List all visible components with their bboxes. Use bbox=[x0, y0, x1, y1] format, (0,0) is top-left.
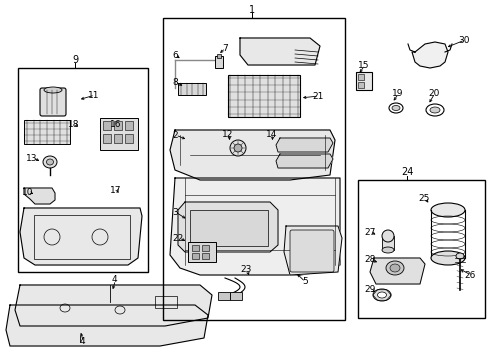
Ellipse shape bbox=[385, 261, 403, 275]
Bar bbox=[357, 82, 363, 88]
Ellipse shape bbox=[44, 87, 62, 93]
Ellipse shape bbox=[372, 289, 390, 301]
Text: 15: 15 bbox=[357, 60, 369, 69]
Text: 8: 8 bbox=[172, 77, 177, 86]
Ellipse shape bbox=[234, 144, 242, 152]
Text: 4: 4 bbox=[80, 338, 85, 346]
Text: 27: 27 bbox=[363, 228, 375, 237]
Text: 12: 12 bbox=[222, 130, 233, 139]
Text: 22: 22 bbox=[172, 234, 183, 243]
Text: 9: 9 bbox=[72, 55, 78, 65]
Bar bbox=[103, 121, 111, 130]
Bar bbox=[187, 242, 216, 262]
Text: 13: 13 bbox=[26, 153, 38, 162]
Polygon shape bbox=[369, 258, 424, 284]
Text: 3: 3 bbox=[172, 207, 177, 216]
Polygon shape bbox=[275, 138, 332, 152]
Bar bbox=[190, 210, 267, 246]
Ellipse shape bbox=[381, 247, 393, 253]
Bar bbox=[114, 134, 122, 143]
Ellipse shape bbox=[429, 107, 439, 113]
Bar bbox=[103, 134, 111, 143]
Text: 10: 10 bbox=[22, 188, 34, 197]
Text: 30: 30 bbox=[457, 36, 468, 45]
Text: 23: 23 bbox=[240, 266, 251, 274]
Bar bbox=[218, 292, 229, 300]
Text: 21: 21 bbox=[311, 91, 323, 100]
Text: 4: 4 bbox=[112, 275, 118, 284]
Bar bbox=[34, 215, 130, 259]
Ellipse shape bbox=[455, 253, 463, 259]
Bar bbox=[24, 120, 70, 144]
Bar bbox=[229, 292, 242, 300]
Text: 5: 5 bbox=[302, 278, 307, 287]
FancyBboxPatch shape bbox=[40, 88, 66, 116]
Text: 2: 2 bbox=[172, 131, 177, 140]
Polygon shape bbox=[275, 154, 332, 168]
Text: 20: 20 bbox=[427, 89, 439, 98]
Bar bbox=[125, 121, 133, 130]
Bar bbox=[202, 245, 208, 251]
Text: 26: 26 bbox=[463, 270, 474, 279]
Text: 25: 25 bbox=[417, 194, 428, 202]
Text: 7: 7 bbox=[222, 44, 227, 53]
Bar bbox=[125, 134, 133, 143]
Text: 28: 28 bbox=[363, 256, 375, 265]
Ellipse shape bbox=[229, 140, 245, 156]
Text: 11: 11 bbox=[88, 90, 99, 99]
Text: 18: 18 bbox=[68, 120, 80, 129]
Ellipse shape bbox=[388, 103, 402, 113]
Text: 17: 17 bbox=[110, 185, 121, 194]
Bar bbox=[155, 296, 177, 308]
Bar bbox=[355, 72, 371, 90]
Text: 14: 14 bbox=[265, 130, 277, 139]
Bar bbox=[178, 83, 205, 95]
Bar bbox=[215, 56, 223, 68]
Bar bbox=[381, 236, 393, 250]
Ellipse shape bbox=[430, 251, 464, 265]
Ellipse shape bbox=[46, 159, 53, 165]
Polygon shape bbox=[240, 38, 319, 65]
Ellipse shape bbox=[377, 292, 386, 298]
Bar bbox=[357, 180, 484, 318]
Text: 24: 24 bbox=[400, 167, 412, 177]
Text: 6: 6 bbox=[172, 50, 177, 59]
Ellipse shape bbox=[430, 203, 464, 217]
Polygon shape bbox=[6, 305, 207, 346]
Polygon shape bbox=[15, 285, 212, 326]
Polygon shape bbox=[24, 188, 55, 204]
Bar bbox=[192, 253, 199, 259]
Polygon shape bbox=[178, 202, 278, 252]
Polygon shape bbox=[411, 42, 447, 68]
Bar bbox=[18, 68, 148, 272]
Text: 16: 16 bbox=[110, 120, 121, 129]
Bar bbox=[114, 121, 122, 130]
Bar bbox=[217, 54, 221, 58]
Bar bbox=[227, 75, 299, 117]
Bar bbox=[163, 18, 345, 320]
Polygon shape bbox=[170, 130, 334, 180]
Polygon shape bbox=[284, 226, 341, 275]
Polygon shape bbox=[20, 208, 142, 265]
Ellipse shape bbox=[425, 104, 443, 116]
Text: 19: 19 bbox=[391, 89, 403, 98]
Polygon shape bbox=[170, 178, 339, 275]
Bar bbox=[100, 118, 138, 150]
Text: 1: 1 bbox=[248, 5, 255, 15]
Ellipse shape bbox=[389, 264, 399, 272]
Ellipse shape bbox=[381, 230, 393, 242]
Bar bbox=[202, 253, 208, 259]
Bar bbox=[357, 74, 363, 80]
Ellipse shape bbox=[43, 156, 57, 168]
Ellipse shape bbox=[391, 105, 399, 111]
Bar bbox=[192, 245, 199, 251]
Text: 29: 29 bbox=[363, 285, 375, 294]
FancyBboxPatch shape bbox=[289, 230, 333, 272]
